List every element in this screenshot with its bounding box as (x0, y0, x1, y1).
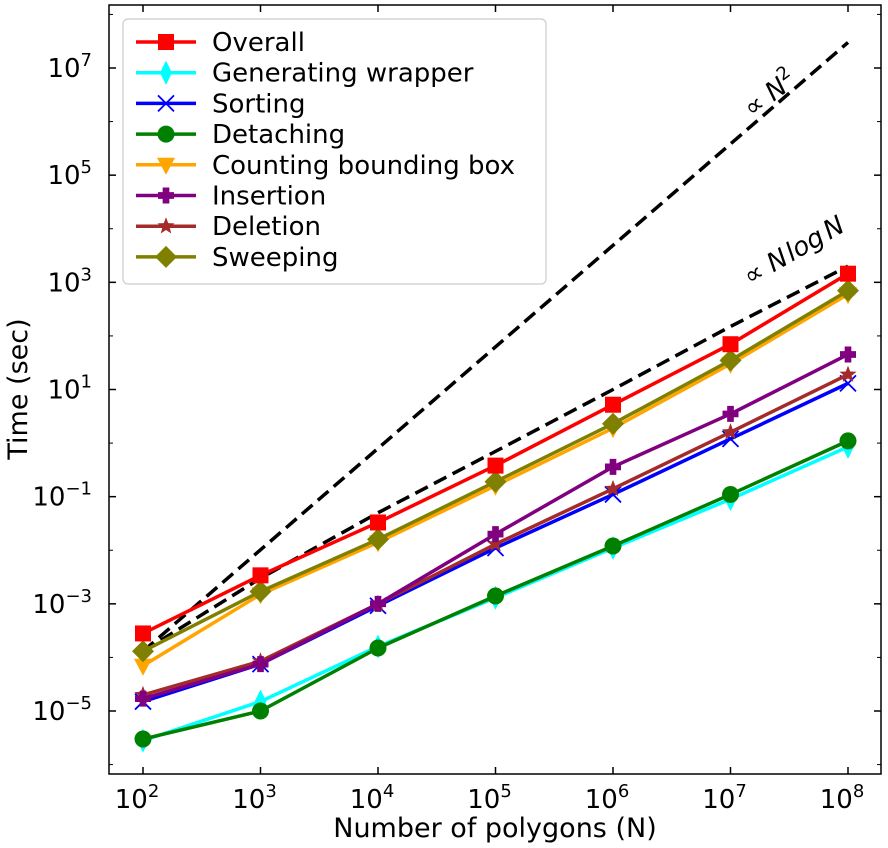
data-point-insertion (135, 690, 151, 707)
legend-entry-detaching: Detaching (136, 120, 345, 150)
y-tick-label: 107 (47, 50, 92, 84)
legend-marker-sweeping (155, 245, 177, 268)
legend-entry-overall: Overall (136, 28, 305, 58)
data-point-insertion (252, 656, 269, 673)
data-point-overall (487, 457, 504, 474)
data-point-overall (252, 567, 269, 584)
data-point-insertion (840, 346, 856, 363)
series-layer (132, 265, 859, 753)
legend-marker-insertion (158, 187, 174, 204)
data-point-sweeping (719, 349, 742, 372)
legend-marker-overall (158, 34, 174, 50)
legend-marker-detaching (157, 125, 175, 143)
data-point-detaching (134, 730, 152, 748)
legend-marker-counting-bounding-box (157, 157, 175, 175)
legend-marker-generating-wrapper (160, 60, 172, 85)
legend-marker-sorting (157, 94, 175, 113)
data-point-overall (370, 514, 386, 531)
x-tick-label: 104 (350, 781, 395, 815)
x-tick-label: 108 (820, 781, 865, 815)
x-tick-label: 103 (232, 781, 277, 815)
legend-label-detaching: Detaching (212, 120, 345, 150)
data-point-overall (135, 625, 151, 642)
legend-entry-insertion: Insertion (136, 182, 326, 212)
legend-label-insertion: Insertion (212, 182, 326, 212)
y-tick-label: 101 (47, 372, 92, 406)
y-tick-label: 10−5 (32, 693, 92, 727)
legend-label-counting-bounding-box: Counting bounding box (212, 151, 515, 181)
data-point-sweeping (132, 640, 154, 663)
legend-marker-deletion (157, 217, 175, 234)
data-point-counting-bounding-box (134, 658, 152, 676)
data-point-overall (722, 336, 739, 353)
data-point-sweeping (602, 412, 624, 435)
legend-label-deletion: Deletion (212, 212, 321, 242)
data-point-detaching (487, 587, 504, 605)
data-point-sweeping (837, 279, 859, 302)
legend-label-generating-wrapper: Generating wrapper (212, 59, 474, 89)
x-tick-label: 102 (115, 781, 160, 815)
data-point-overall (840, 265, 856, 282)
data-point-detaching (252, 702, 269, 720)
reference-line-n2 (141, 41, 850, 653)
legend-entry-counting-bounding-box: Counting bounding box (136, 151, 515, 181)
data-point-sweeping (484, 470, 507, 493)
data-point-deletion (839, 365, 857, 382)
legend-entry-sweeping: Sweeping (136, 243, 338, 273)
series-overall (135, 265, 856, 642)
data-point-detaching (722, 485, 739, 503)
data-point-sweeping (367, 528, 389, 551)
data-point-deletion (721, 423, 740, 440)
x-tick-label: 106 (585, 781, 630, 815)
legend-label-sorting: Sorting (212, 89, 306, 119)
legend-entry-generating-wrapper: Generating wrapper (136, 59, 474, 89)
y-axis-title: Time (sec) (3, 318, 34, 460)
data-point-detaching (369, 639, 387, 657)
y-tick-label: 103 (47, 264, 92, 298)
data-point-detaching (604, 537, 622, 555)
data-point-insertion (370, 595, 386, 612)
x-axis-title: Number of polygons (N) (333, 813, 656, 844)
legend-box (122, 18, 547, 285)
data-point-detaching (839, 432, 857, 450)
data-point-deletion (604, 479, 622, 497)
legend-entry-deletion: Deletion (136, 212, 321, 242)
series-sweeping (132, 279, 859, 663)
x-tick-label: 107 (702, 781, 747, 815)
data-point-insertion (605, 458, 621, 475)
data-point-insertion (722, 405, 739, 422)
legend-label-sweeping: Sweeping (212, 243, 338, 273)
data-point-sorting (604, 485, 622, 504)
data-point-sweeping (249, 580, 272, 603)
data-point-overall (605, 396, 621, 413)
y-tick-label: 10−3 (32, 586, 92, 620)
x-tick-label: 105 (467, 781, 512, 815)
legend-entry-sorting: Sorting (136, 89, 306, 119)
data-point-insertion (487, 526, 504, 543)
legend-label-overall: Overall (212, 28, 305, 58)
y-tick-label: 105 (47, 157, 92, 191)
y-tick-label: 10−1 (32, 479, 92, 513)
data-point-deletion (486, 535, 505, 552)
series-detaching (134, 432, 857, 748)
series-insertion (135, 346, 856, 707)
ticks: 102 103 104 105 106 107 108 10−5 10−3 10−1 101 103 1… (32, 5, 881, 815)
